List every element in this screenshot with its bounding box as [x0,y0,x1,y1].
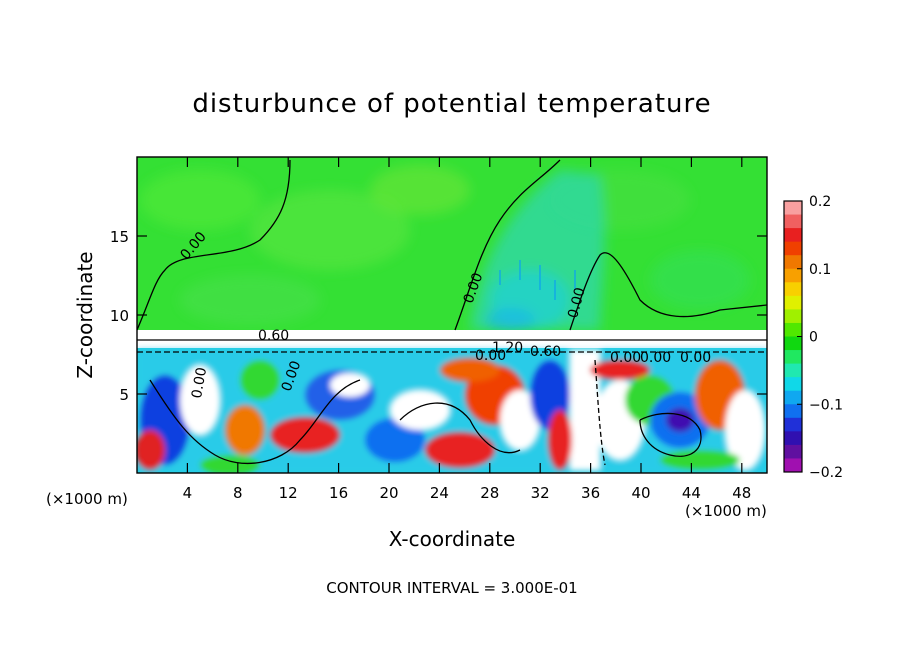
chart-title: disturbunce of potential temperature [192,89,711,119]
x-tick-label: 32 [531,484,550,502]
contour-label: 0.00 [475,348,506,364]
contour-label: 0.60 [530,344,561,360]
colorbar-tick-label: 0 [809,330,818,346]
colorbar-swatch [784,377,802,392]
x-tick-label: 20 [379,484,398,502]
colorbar-tick-label: −0.2 [809,465,843,481]
colorbar-swatch [784,255,802,270]
contour-label: 1.20 [492,340,523,356]
contour-label: 0.60 [258,328,289,344]
contour-label: 0.00 [640,350,671,366]
contour-label: 0.00 [610,350,641,366]
x-unit-label-right: (×1000 m) [685,502,767,520]
colorbar [784,201,802,473]
x-tick-label: 24 [430,484,449,502]
x-tick-label: 36 [581,484,600,502]
colorbar-swatch [784,350,802,365]
colorbar-swatch [784,282,802,297]
colorbar-swatch [784,390,802,405]
x-tick-label: 48 [732,484,751,502]
upper-field-texture [140,165,750,332]
colorbar-swatch [784,417,802,432]
contour-label: 0.00 [680,350,711,366]
colorbar-tick-label: 0.1 [809,262,831,278]
colorbar-swatch [784,268,802,283]
x-tick-label: 12 [279,484,298,502]
colorbar-swatch [784,201,802,216]
y-tick-label: 5 [119,386,129,404]
x-unit-label: (×1000 m) [46,490,128,508]
x-axis-title: X-coordinate [389,527,516,551]
colorbar-swatch [784,309,802,324]
colorbar-swatch [784,444,802,459]
colorbar-tick-label: −0.1 [809,397,843,413]
y-axis: 5 10 15 [110,228,767,404]
x-axis: 4 8 12 16 20 24 28 32 36 40 44 48 [183,157,751,502]
x-tick-label: 28 [480,484,499,502]
colorbar-swatch [784,404,802,419]
contour-label: 0.00 [565,286,589,320]
y-tick-label: 15 [110,228,129,246]
plot-area: 0.00 0.00 0.00 0.00 0.00 0.60 0.60 1.20 … [137,157,767,473]
colorbar-swatch [784,322,802,337]
wedge-streaks [499,260,576,300]
colorbar-swatch [784,431,802,446]
colorbar-swatch [784,228,802,243]
y-axis-title: Z-coordinate [73,251,97,378]
contour-lines [137,159,767,466]
colorbar-swatch [784,363,802,378]
x-tick-label: 44 [682,484,701,502]
x-tick-label: 8 [233,484,243,502]
colorbar-tick-label: 0.2 [809,194,831,210]
contour-label: 0.00 [189,366,210,399]
x-tick-label: 4 [183,484,193,502]
colorbar-swatch [784,214,802,229]
colorbar-swatch [784,295,802,310]
colorbar-swatch [784,458,802,473]
colorbar-ticks: 0.2 0.1 0 −0.1 −0.2 [797,194,843,481]
colorbar-swatch [784,336,802,351]
contour-interval-note: CONTOUR INTERVAL = 3.000E-01 [326,579,577,597]
colorbar-swatch [784,241,802,256]
x-tick-label: 40 [631,484,650,502]
x-tick-label: 16 [329,484,348,502]
y-tick-label: 10 [110,307,129,325]
